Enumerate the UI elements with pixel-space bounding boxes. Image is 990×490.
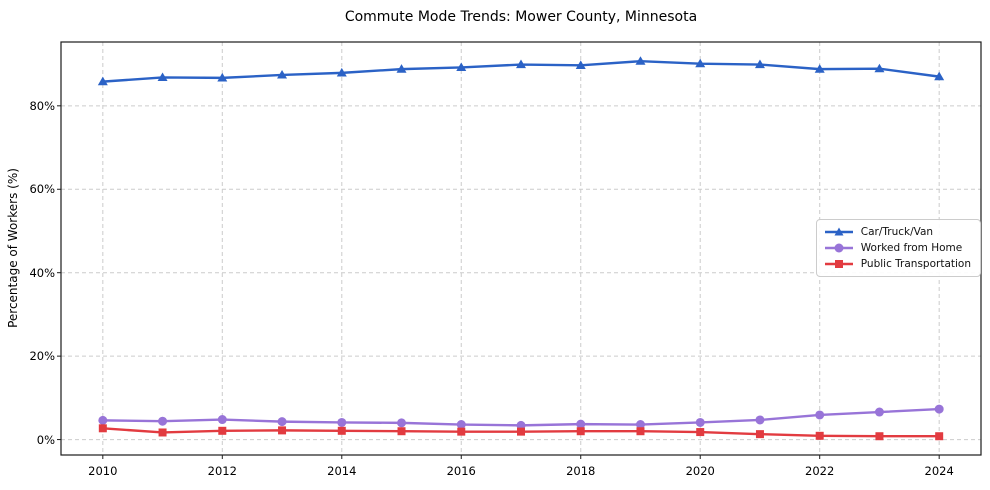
circle-marker-worked-from-home [337,417,347,427]
chart-title: Commute Mode Trends: Mower County, Minne… [344,9,698,25]
circle-marker-worked-from-home [158,416,168,426]
triangle-marker-car-truck-van [157,72,168,82]
square-marker-public-transportation [517,427,525,436]
legend-item-car-truck-van: Car/Truck/Van [824,226,971,238]
y-tick-label: 80% [29,98,55,113]
circle-marker-worked-from-home [815,410,825,420]
square-marker-public-transportation [576,427,585,436]
circle-marker-worked-from-home [516,420,526,430]
x-tick-label: 2016 [446,464,476,478]
circle-marker-worked-from-home [576,419,586,429]
square-marker-public-transportation [875,432,884,441]
triangle-marker-car-truck-van [635,56,646,65]
legend-label-worked-from-home: Worked from Home [860,242,963,254]
x-tick-label: 2014 [327,464,357,478]
x-tick-label: 2012 [207,464,237,478]
triangle-marker-car-truck-van [754,59,765,69]
triangle-marker-car-truck-van [575,60,586,69]
triangle-marker-car-truck-van [934,71,945,81]
triangle-marker-car-truck-van [814,64,825,73]
circle-marker-worked-from-home [695,417,705,427]
triangle-marker-car-truck-van [277,69,288,79]
triangle-marker-car-truck-van [456,62,467,72]
square-marker-public-transportation [696,428,705,437]
triangle-marker-glyph [834,227,844,236]
y-tick-label: 20% [29,349,55,364]
square-marker-public-transportation [935,432,944,441]
square-marker-public-transportation [218,426,227,435]
plot-border [60,41,982,456]
y-tick-label: 40% [29,265,55,280]
circle-marker-worked-from-home [635,420,645,430]
legend-item-worked-from-home: Worked from Home [824,242,971,254]
triangle-marker-car-truck-van [516,59,526,69]
triangle-marker-car-truck-van [695,58,706,68]
square-marker-public-transportation [337,426,346,435]
legend-circle-marker-icon [824,243,853,253]
circle-marker-worked-from-home [217,415,227,425]
legend-square-marker-icon [824,260,853,268]
square-marker-public-transportation [755,430,764,439]
circle-marker-glyph [834,243,844,253]
circle-marker-worked-from-home [755,415,765,425]
legend-label-public-transportation: Public Transportation [860,258,971,270]
x-tick-label: 2018 [566,464,596,478]
square-marker-public-transportation [636,427,645,436]
square-marker-public-transportation [278,426,287,435]
square-marker-public-transportation [98,424,107,433]
triangle-marker-car-truck-van [97,76,108,86]
x-tick-label: 2022 [805,464,835,478]
legend: Car/Truck/Van Worked from Home Public Tran… [815,219,981,277]
square-marker-public-transportation [158,428,167,437]
x-tick-label: 2024 [924,464,954,478]
square-marker-public-transportation [397,427,406,436]
triangle-marker-car-truck-van [217,72,228,82]
circle-marker-worked-from-home [456,420,466,430]
circle-marker-worked-from-home [98,415,108,425]
square-marker-public-transportation [457,427,466,436]
y-tick-label: 60% [29,182,55,197]
x-tick-label: 2020 [685,464,715,478]
circle-marker-worked-from-home [397,418,407,428]
y-tick-label: 0% [36,432,55,447]
circle-marker-worked-from-home [874,407,884,417]
circle-marker-worked-from-home [277,417,287,427]
legend-label-car-truck-van: Car/Truck/Van [860,226,934,238]
x-tick-label: 2010 [88,464,118,478]
legend-item-public-transportation: Public Transportation [824,258,971,270]
circle-marker-worked-from-home [934,404,944,414]
square-marker-glyph [834,260,843,268]
triangle-marker-car-truck-van [396,64,407,73]
triangle-marker-car-truck-van [874,63,885,73]
legend-triangle-marker-icon [824,227,853,236]
triangle-marker-car-truck-van [336,67,347,77]
square-marker-public-transportation [815,431,824,440]
